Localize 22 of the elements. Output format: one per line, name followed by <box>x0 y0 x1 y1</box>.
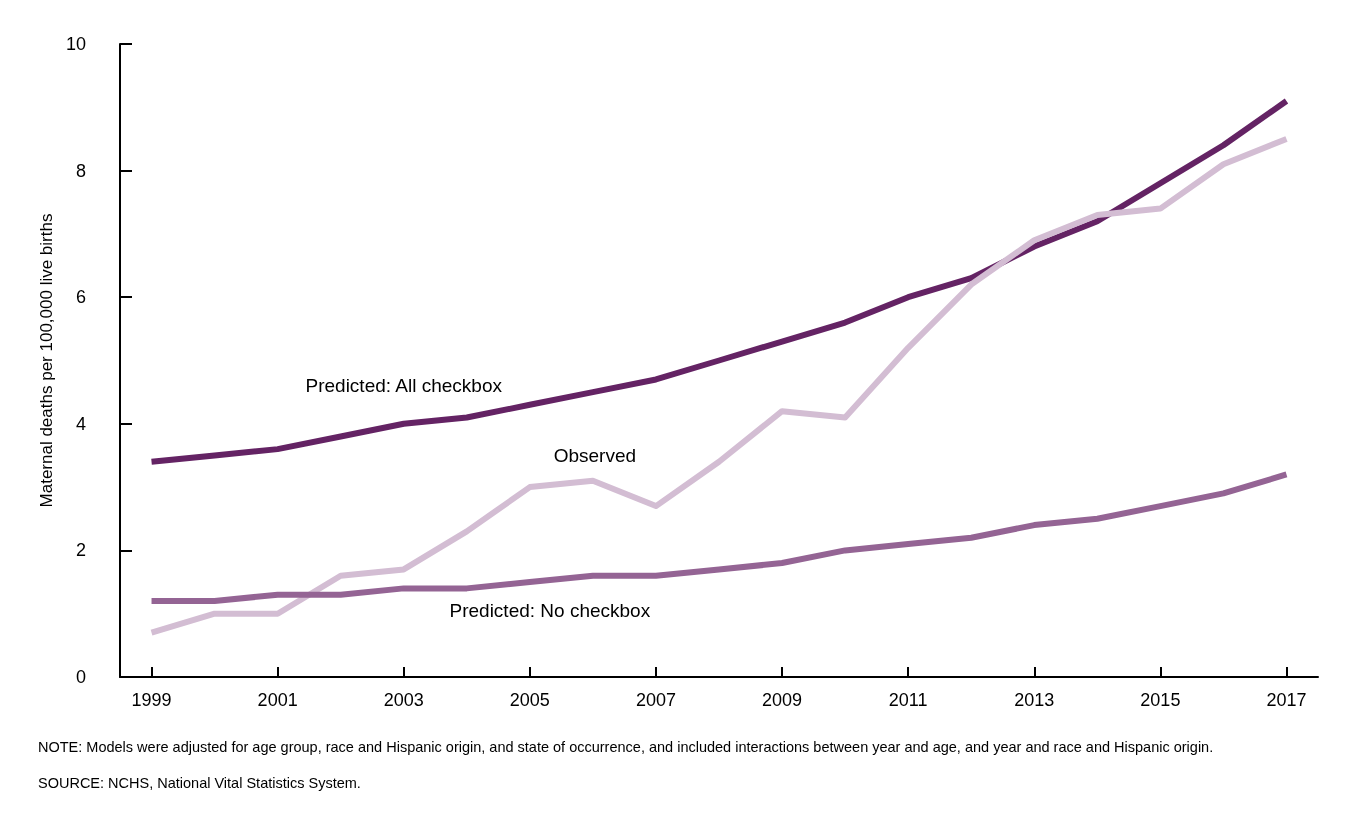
x-tick-label: 2015 <box>1140 690 1181 710</box>
x-tick-label: 2007 <box>635 690 676 710</box>
series-label: Observed <box>553 445 637 467</box>
x-tick-label: 1999 <box>131 690 172 710</box>
y-tick-label: 10 <box>65 34 86 54</box>
x-tick-label: 2017 <box>1266 690 1307 710</box>
x-tick-label: 2001 <box>257 690 298 710</box>
x-tick-label: 2011 <box>888 690 928 710</box>
y-tick-label: 8 <box>75 160 86 181</box>
y-tick-label: 4 <box>75 413 86 434</box>
x-tick-label: 2013 <box>1014 690 1055 710</box>
source-note: SOURCE: NCHS, National Vital Statistics System. <box>38 774 361 791</box>
y-tick-label: 6 <box>75 287 86 308</box>
x-tick-label: 2005 <box>509 690 550 710</box>
series-label: Predicted: No checkbox <box>449 599 651 621</box>
y-axis-title: Maternal deaths per 100,000 live births <box>37 213 57 508</box>
y-tick-label: 0 <box>75 667 86 687</box>
text: NOTE: Models were adjusted for age group, race and Hispanic origin, and state of occurrence, and included interactions between year and age, and year and race and Hispanic origin. <box>38 738 1214 755</box>
x-tick-label: 2009 <box>762 690 803 710</box>
series-label: Predicted: All checkbox <box>305 375 503 397</box>
y-tick-label: 2 <box>75 540 86 561</box>
x-tick-label: 2003 <box>383 690 424 710</box>
